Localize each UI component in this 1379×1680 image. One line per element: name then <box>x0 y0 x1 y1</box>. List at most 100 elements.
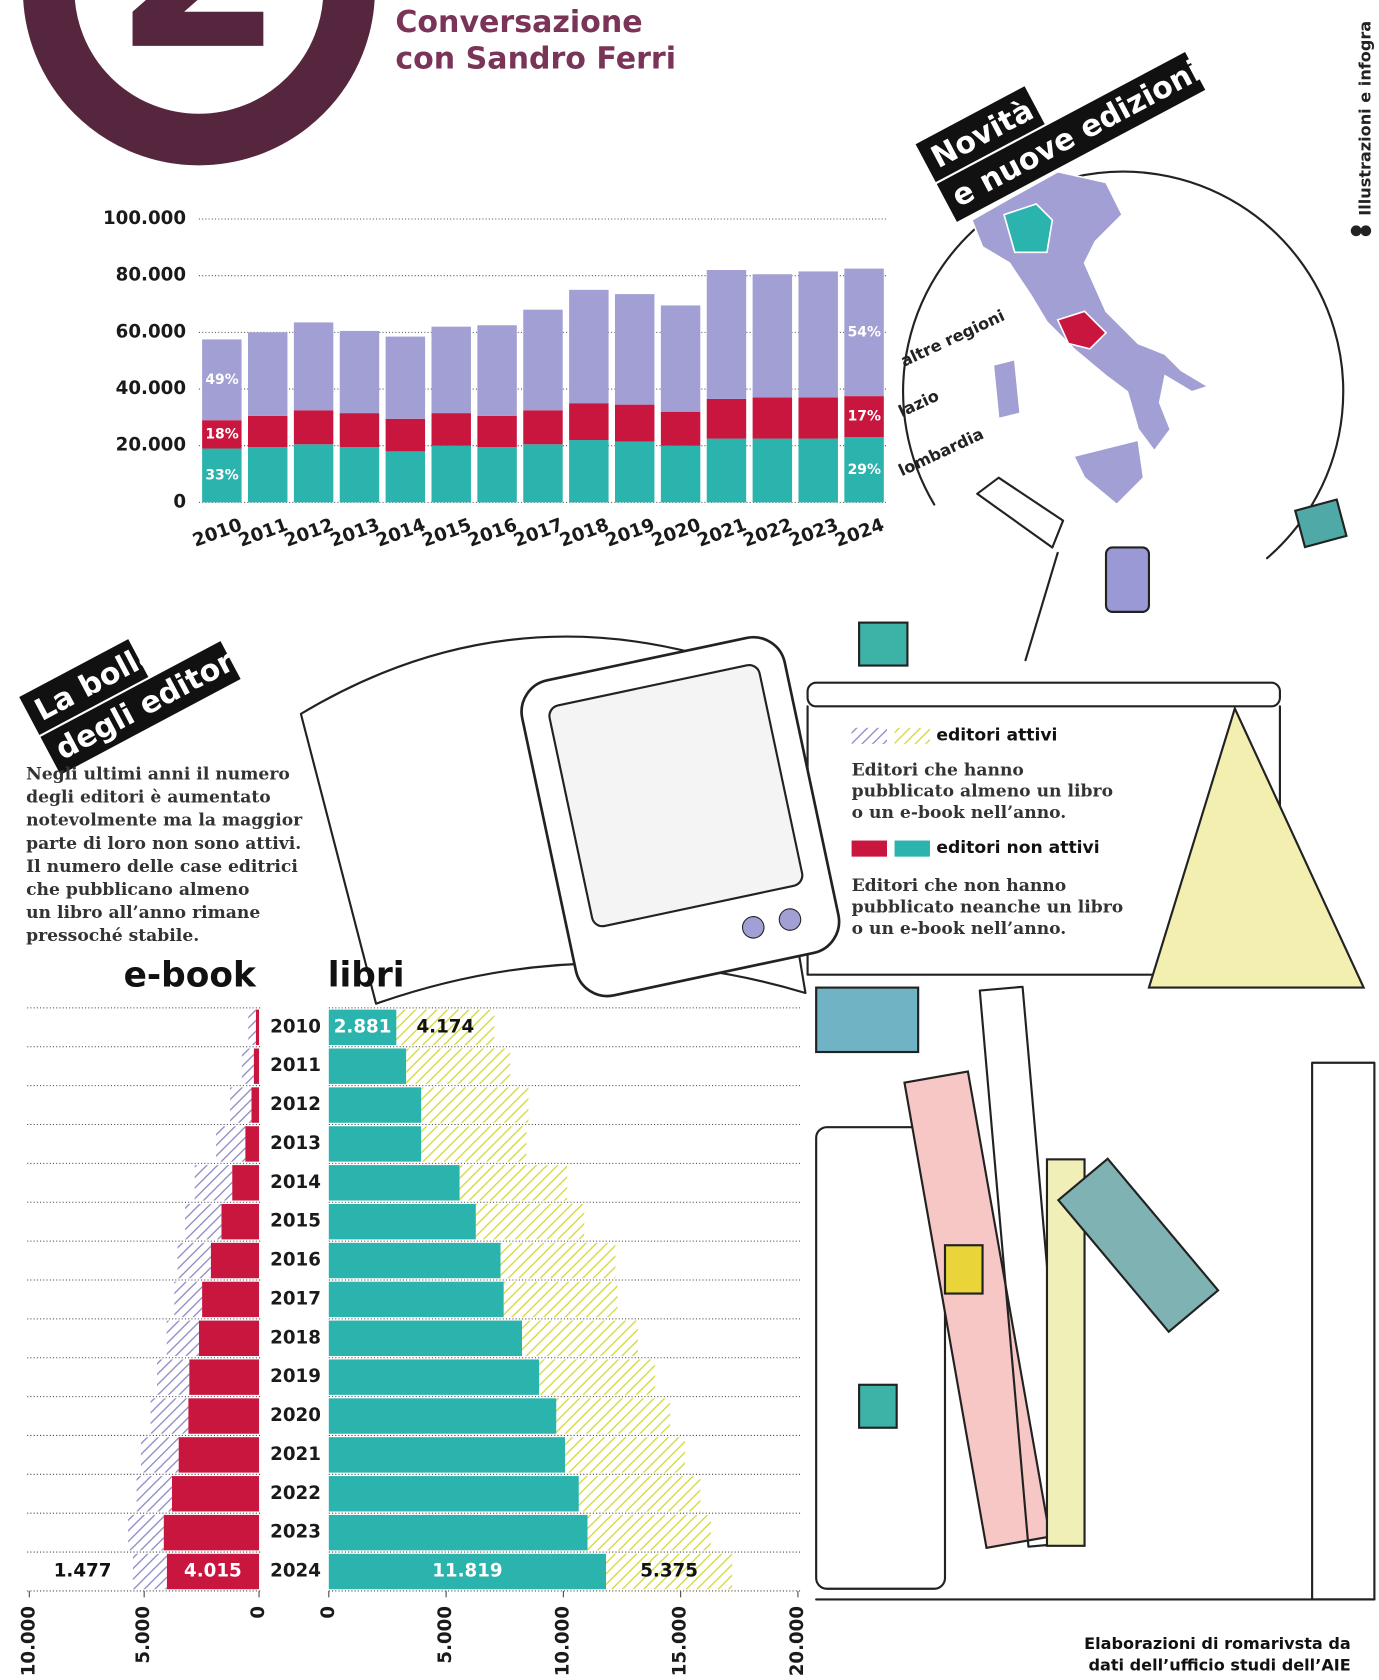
x-tick-label: 2024 <box>832 515 887 552</box>
bar-segment <box>660 305 701 412</box>
bar-segment <box>128 1514 164 1551</box>
bar-segment <box>293 444 334 503</box>
x-tick-label: 5.000 <box>133 1606 154 1664</box>
ereader-button <box>778 908 802 931</box>
bar-segment <box>431 326 471 414</box>
x-tick-label: 20.000 <box>787 1606 808 1676</box>
side-book <box>1311 1061 1376 1601</box>
intro-line: pressoché stabile. <box>26 926 199 946</box>
y-tick-label: 60.000 <box>116 321 186 342</box>
intro-line: un libro all’anno rimane <box>26 903 260 923</box>
bar-segment <box>132 1553 167 1590</box>
bar-segment <box>339 447 380 503</box>
bar-segment <box>421 1087 529 1123</box>
logo-issue: 2 <box>113 0 285 105</box>
bar-segment <box>844 268 884 397</box>
side-credit: Illustrazioni e infogra <box>1350 21 1374 237</box>
bar-segment <box>202 420 242 449</box>
bar-segment <box>328 1476 579 1512</box>
banner-bg <box>915 86 1045 183</box>
bar-segment <box>166 1553 260 1590</box>
ereader-button <box>741 916 765 939</box>
bar-segment <box>477 325 517 416</box>
bar-segment <box>230 1087 252 1123</box>
charts: 0 20.000 40.000 60.000 80.000 100.000 33% 18% 49… <box>18 208 1123 1676</box>
year-label: 2011 <box>270 1055 321 1076</box>
bar-segment <box>385 418 426 452</box>
legend-description: o un e-book nell’anno. <box>852 919 1067 939</box>
bar-segment <box>251 1087 260 1123</box>
bar-segment <box>177 1242 211 1279</box>
bar-segment <box>614 441 655 503</box>
value-label: 11.819 <box>432 1561 502 1582</box>
bar-segment <box>171 1476 260 1512</box>
legend-description: Editori che non hanno <box>852 876 1067 896</box>
bar-segment <box>185 1203 222 1240</box>
bar-segment <box>198 1320 260 1357</box>
ereader-screen <box>548 663 804 928</box>
pink-book <box>903 1070 1052 1550</box>
bar-segment <box>706 438 747 503</box>
bar-segment <box>556 1398 671 1434</box>
bar-segment <box>157 1359 190 1395</box>
share-label: 29% <box>848 462 881 478</box>
y-tick-label: 0 <box>173 491 186 512</box>
globe-stand <box>1024 551 1059 662</box>
bar-segment <box>166 1320 199 1357</box>
legend-description: Editori che hanno <box>852 760 1024 780</box>
legend-label: editori non attivi <box>936 838 1099 858</box>
bar-segment <box>202 339 242 421</box>
banner-bg <box>40 641 241 775</box>
bar-segment <box>752 438 793 503</box>
bar-segment <box>328 1398 557 1434</box>
logo-ring <box>23 0 375 166</box>
bar-segment <box>202 448 242 503</box>
legend-swatch <box>894 840 930 857</box>
credit-line: Elaborazioni di romarivsta da <box>1084 1634 1351 1653</box>
bar-segment <box>248 415 288 448</box>
bar-segment <box>406 1048 511 1084</box>
bar-segment <box>328 1281 504 1318</box>
bar-segment <box>328 1048 407 1084</box>
share-label: 49% <box>205 372 238 388</box>
year-label: 2012 <box>270 1094 321 1115</box>
bar-segment <box>523 309 563 411</box>
bar-segment <box>565 1437 686 1473</box>
x-tick-label: 0 <box>318 1606 339 1619</box>
bar-segment <box>178 1437 260 1473</box>
bar-segment <box>328 1087 422 1123</box>
year-label: 2010 <box>270 1016 321 1037</box>
bar-segment <box>188 1398 260 1434</box>
bar-segment <box>140 1437 179 1473</box>
value-label: 4.015 <box>184 1561 242 1582</box>
bar-segment <box>216 1126 246 1162</box>
intro-line: Negli ultimi anni il numero <box>26 765 290 785</box>
tall-book <box>815 1126 947 1590</box>
intro-line: parte di loro non sono attivi. <box>26 834 301 854</box>
bar-segment <box>339 413 380 448</box>
y-tick-label: 40.000 <box>116 378 186 399</box>
bar-segment <box>241 1048 254 1084</box>
bar-segment <box>569 440 609 503</box>
bar-segment <box>293 410 334 445</box>
legend-swatch <box>894 727 930 744</box>
bar-segment <box>245 1126 260 1162</box>
bar-segment <box>194 1165 233 1201</box>
year-label: 2017 <box>270 1288 321 1309</box>
bar-segment <box>614 294 655 405</box>
year-label: 2019 <box>270 1366 321 1387</box>
y-tick-label: 80.000 <box>116 265 186 286</box>
bar-segment <box>328 1514 588 1551</box>
ereader <box>520 635 841 998</box>
bar-segment <box>500 1242 616 1279</box>
bar-segment <box>539 1359 656 1395</box>
intro-line: che pubblicano almeno <box>26 880 249 900</box>
bar-segment <box>606 1553 733 1590</box>
bar-segment <box>248 1009 256 1046</box>
x-tick-label: 0 <box>248 1606 269 1619</box>
book-pages <box>1147 705 1366 989</box>
bar-segment <box>248 332 288 416</box>
x-tick-label: 15.000 <box>670 1606 691 1676</box>
bar-segment <box>136 1476 172 1512</box>
